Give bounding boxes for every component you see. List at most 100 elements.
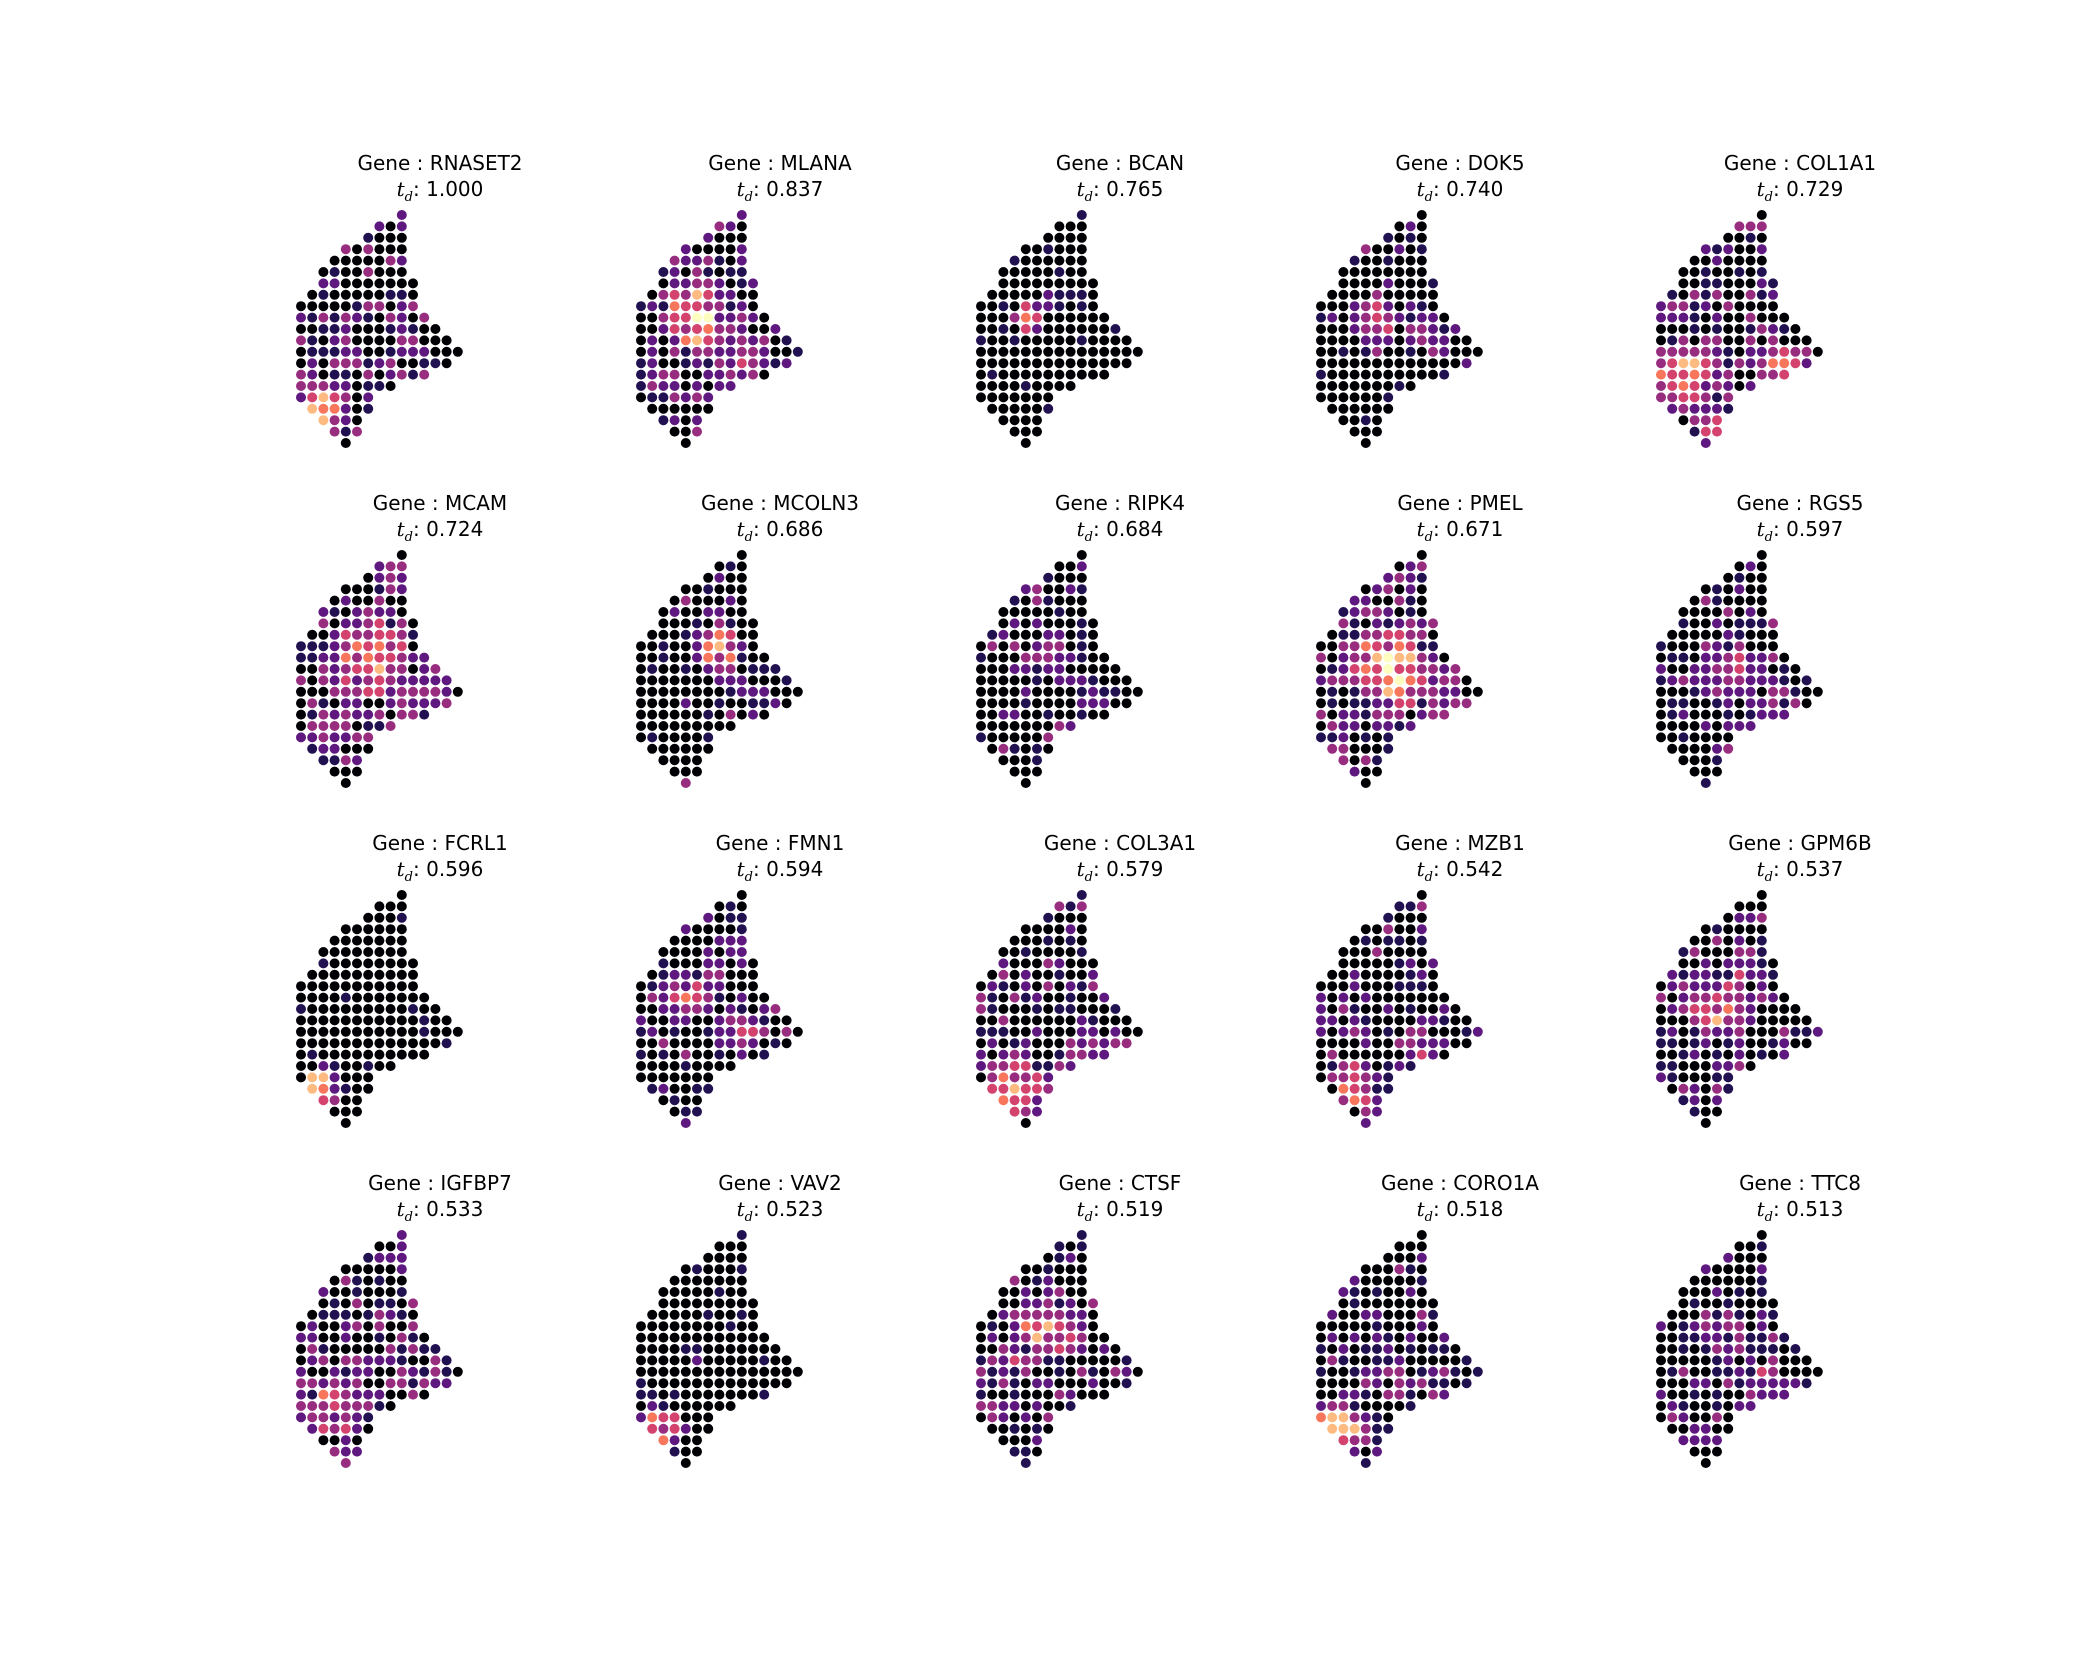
panel-rgs5: Gene : RGS5 td: 0.597 [1650,490,1950,830]
spot [1723,267,1734,277]
spot [352,1049,362,1060]
spot [1043,1401,1054,1411]
spot [1043,1321,1054,1332]
spot [748,335,758,346]
spot [1088,1344,1098,1354]
spot [1700,255,1711,266]
spot [725,629,736,640]
spot [1428,1026,1438,1037]
spot [307,1061,318,1071]
spot [1054,924,1065,935]
spot [692,652,702,663]
spot [340,686,351,697]
spot [692,1095,702,1106]
spot [703,1309,714,1320]
spot [1768,1378,1778,1389]
spot [340,584,351,595]
gene-label-prefix: Gene : [1395,831,1468,855]
spot [1316,1038,1326,1049]
spot [692,255,702,266]
spot [1327,709,1338,720]
spot [1383,1344,1394,1354]
spot [1349,1275,1360,1286]
spot [1076,1378,1087,1389]
spot [408,686,418,697]
spot [296,1401,306,1411]
spot [1428,335,1438,346]
spot [669,403,680,414]
spot [408,289,418,300]
spot [1372,947,1382,957]
spot [1656,732,1666,743]
spot [1009,698,1020,709]
spot [1723,255,1734,266]
spot [419,358,430,369]
spot [658,1004,669,1014]
spot [703,232,714,243]
spot [363,743,374,754]
spot [1428,618,1438,629]
spot [1405,935,1416,946]
spot [703,721,714,731]
spot [1745,1378,1756,1389]
spot [352,947,362,957]
spot [1043,335,1054,346]
spot [748,709,758,720]
spot [1338,1061,1349,1071]
spot [647,403,658,414]
spot [340,1423,351,1434]
spot [441,1378,452,1389]
spot [1009,709,1020,720]
spot [396,1049,407,1060]
spatial-scatter [296,550,463,788]
spot [1383,721,1394,731]
spot [352,324,362,334]
spot [1065,369,1076,380]
spot [1020,324,1031,334]
td-value: 0.837 [766,177,824,201]
spot [1349,1083,1360,1094]
spot [1338,1412,1349,1423]
spot [374,901,385,912]
spot [658,947,669,957]
spot [318,1332,329,1343]
spot [998,1355,1009,1366]
spot [1745,312,1756,323]
spot [1065,381,1076,391]
spot [1076,1241,1087,1252]
spot [725,901,736,912]
spot [736,561,747,572]
spot [1756,924,1767,935]
spot [736,1309,747,1320]
spot [714,641,725,652]
spot [703,358,714,369]
spot [1667,369,1678,380]
spot [1723,675,1734,686]
spot [998,1026,1009,1037]
spot [329,1049,340,1060]
spot [419,1004,430,1014]
metric-symbol: t [736,857,745,881]
spot [1316,1332,1326,1343]
spot [1009,1423,1020,1434]
spot [998,641,1009,652]
spot [352,415,362,426]
spot [1700,721,1711,731]
spot [692,426,702,437]
spot [1416,1298,1427,1309]
spot [1088,1321,1098,1332]
spot [680,312,691,323]
spot [1394,992,1405,1003]
spot [374,1298,385,1309]
spot [385,709,396,720]
spot [1020,1061,1031,1071]
spot [363,1321,374,1332]
spot [714,969,725,980]
spot [1779,346,1790,357]
spot [1099,1378,1110,1389]
spot [1009,426,1020,437]
spot [396,1038,407,1049]
spot [725,267,736,277]
spot [703,346,714,357]
spot [669,392,680,403]
